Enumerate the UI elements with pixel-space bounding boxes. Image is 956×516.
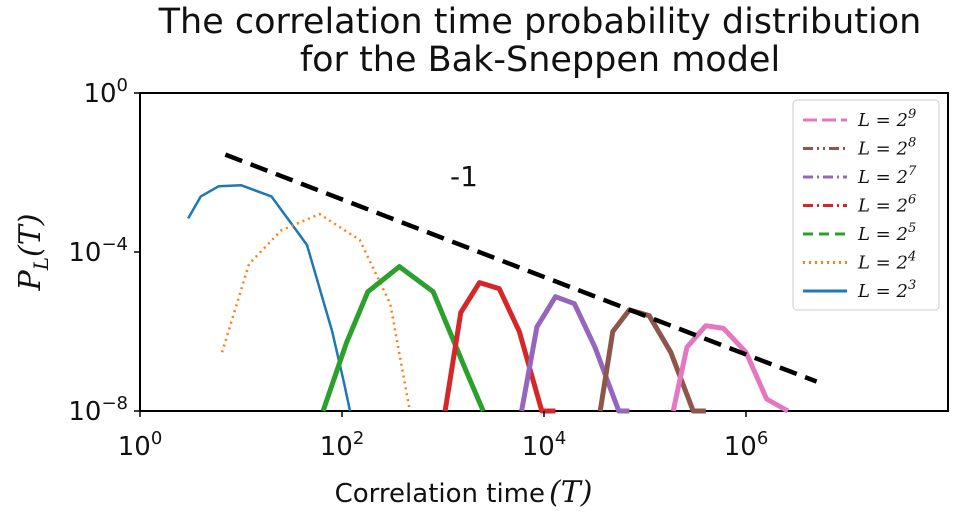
x-axis-label: Correlation time (335, 479, 545, 509)
series-curve (220, 212, 412, 412)
x-tick-label: 104 (522, 428, 567, 462)
legend-label: L = 28 (857, 136, 916, 160)
legend-label: L = 25 (857, 221, 916, 245)
reference-slope-label: -1 (450, 160, 478, 193)
series-curve (670, 323, 790, 414)
legend: L = 29 L = 28 L = 27 L = 26 L = 25 L = 24 L = … (792, 99, 940, 311)
legend-label: L = 26 (857, 193, 916, 217)
svg-text:PL(T): PL(T) (13, 214, 53, 292)
x-tick-label: 102 (320, 428, 365, 462)
series-curve (519, 294, 630, 414)
legend-label: L = 27 (857, 164, 917, 188)
series-curve (597, 307, 706, 414)
x-axis-label-symbol: (T) (549, 475, 592, 510)
chart-title-line-1: The correlation time probability distrib… (158, 2, 922, 42)
y-tick-label: 10−4 (68, 234, 128, 268)
y-tick-label: 10−8 (68, 393, 128, 427)
legend-box (792, 99, 940, 311)
series-curve (187, 183, 352, 412)
series-curve (320, 264, 486, 412)
legend-label: L = 23 (857, 278, 916, 302)
y-axis-label: PL(T) (13, 214, 53, 292)
legend-label: L = 24 (857, 250, 916, 274)
x-tick-label: 100 (118, 428, 163, 462)
x-tick-label: 106 (724, 428, 769, 462)
legend-label: L = 29 (857, 107, 916, 131)
series-curve (442, 280, 556, 414)
y-tick-label: 100 (83, 75, 128, 109)
chart-title-line-2: for the Bak-Sneppen model (299, 40, 781, 80)
reference-line (224, 152, 818, 384)
